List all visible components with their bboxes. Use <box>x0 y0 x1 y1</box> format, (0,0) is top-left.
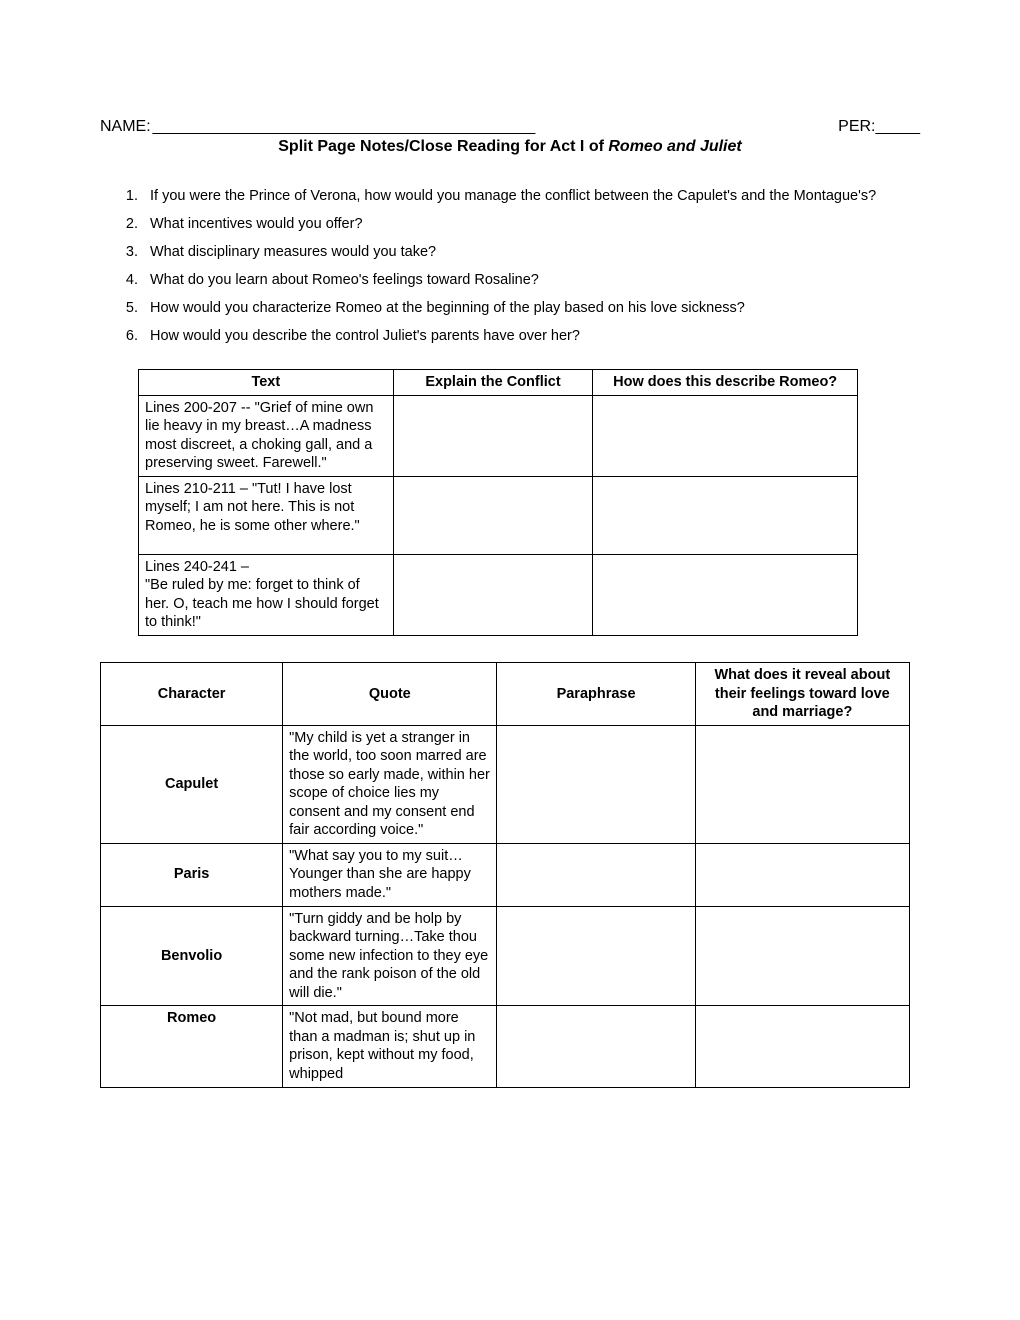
t2-character-cell: Benvolio <box>101 906 283 1006</box>
t1-text-cell: Lines 200-207 -- "Grief of mine own lie … <box>139 395 394 476</box>
t1-header-text: Text <box>139 370 394 396</box>
title-prefix: Split Page Notes/Close Reading for Act I… <box>278 138 608 155</box>
t2-header-character: Character <box>101 663 283 726</box>
t1-conflict-cell[interactable] <box>393 395 593 476</box>
t2-quote-cell: "Turn giddy and be holp by backward turn… <box>283 906 497 1006</box>
name-label: NAME: <box>100 118 151 136</box>
t2-paraphrase-cell[interactable] <box>497 906 695 1006</box>
t1-text-cell: Lines 240-241 – "Be ruled by me: forget … <box>139 554 394 635</box>
question-item: If you were the Prince of Verona, how wo… <box>142 186 920 207</box>
t2-paraphrase-cell[interactable] <box>497 725 695 843</box>
t2-character-cell: Romeo <box>101 1006 283 1087</box>
per-blank[interactable]: _____ <box>876 118 921 136</box>
t1-romeo-cell[interactable] <box>593 554 858 635</box>
question-item: How would you describe the control Julie… <box>142 326 920 347</box>
t2-reveal-cell[interactable] <box>695 725 909 843</box>
conflict-table: Text Explain the Conflict How does this … <box>138 369 858 636</box>
t1-header-conflict: Explain the Conflict <box>393 370 593 396</box>
t2-quote-cell: "My child is yet a stranger in the world… <box>283 725 497 843</box>
t1-romeo-cell[interactable] <box>593 476 858 554</box>
t2-quote-cell: "What say you to my suit…Younger than sh… <box>283 843 497 906</box>
per-label: PER: <box>838 118 875 136</box>
t1-conflict-cell[interactable] <box>393 476 593 554</box>
name-blank[interactable]: ________________________________________… <box>153 118 536 136</box>
t2-character-cell: Paris <box>101 843 283 906</box>
question-item: How would you characterize Romeo at the … <box>142 298 920 319</box>
worksheet-title: Split Page Notes/Close Reading for Act I… <box>100 138 920 156</box>
t2-paraphrase-cell[interactable] <box>497 1006 695 1087</box>
question-item: What do you learn about Romeo's feelings… <box>142 270 920 291</box>
question-list: If you were the Prince of Verona, how wo… <box>142 186 920 347</box>
worksheet-page: NAME: __________________________________… <box>0 0 1020 1320</box>
t2-reveal-cell[interactable] <box>695 843 909 906</box>
t2-reveal-cell[interactable] <box>695 906 909 1006</box>
t2-header-paraphrase: Paraphrase <box>497 663 695 726</box>
character-table: Character Quote Paraphrase What does it … <box>100 662 910 1087</box>
t1-romeo-cell[interactable] <box>593 395 858 476</box>
t2-paraphrase-cell[interactable] <box>497 843 695 906</box>
t2-header-quote: Quote <box>283 663 497 726</box>
t1-text-cell: Lines 210-211 – "Tut! I have lost myself… <box>139 476 394 554</box>
question-item: What disciplinary measures would you tak… <box>142 242 920 263</box>
name-per-line: NAME: __________________________________… <box>100 118 920 136</box>
t2-quote-cell: "Not mad, but bound more than a madman i… <box>283 1006 497 1087</box>
t2-header-reveal: What does it reveal about their feelings… <box>695 663 909 726</box>
t2-reveal-cell[interactable] <box>695 1006 909 1087</box>
t1-header-romeo: How does this describe Romeo? <box>593 370 858 396</box>
title-italic: Romeo and Juliet <box>608 138 741 155</box>
t2-character-cell: Capulet <box>101 725 283 843</box>
t1-conflict-cell[interactable] <box>393 554 593 635</box>
question-item: What incentives would you offer? <box>142 214 920 235</box>
